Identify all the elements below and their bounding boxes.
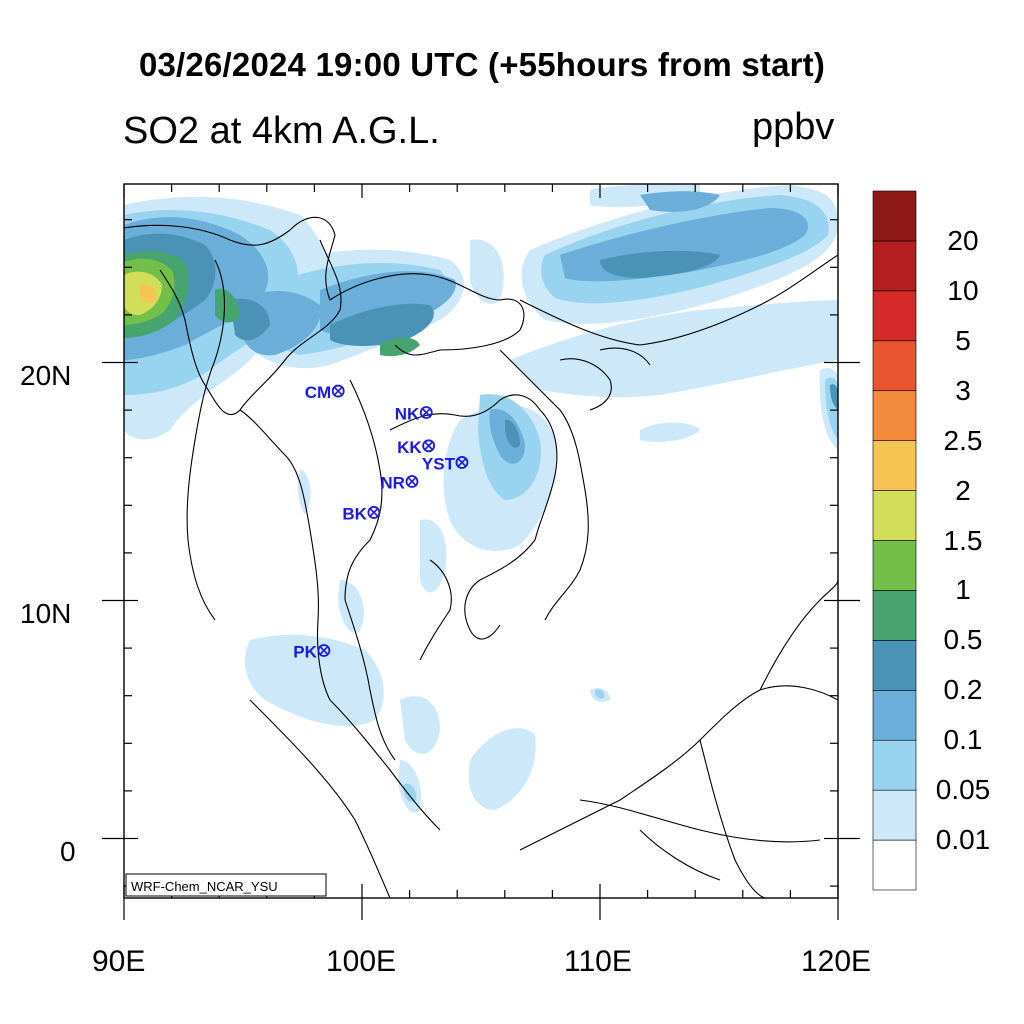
model-credit: WRF-Chem_NCAR_YSU bbox=[131, 879, 278, 894]
lat-label-10n: 10N bbox=[20, 598, 72, 629]
map-frame bbox=[123, 183, 839, 899]
lat-label-20n: 20N bbox=[20, 360, 72, 391]
colorbar-level-label: 1 bbox=[955, 574, 971, 606]
variable-subtitle: SO2 at 4km A.G.L. bbox=[123, 110, 440, 152]
colorbar-swatch bbox=[872, 340, 917, 392]
colorbar-swatch bbox=[872, 739, 917, 791]
colorbar-level-label: 2 bbox=[955, 474, 971, 506]
colorbar-swatch bbox=[872, 290, 917, 342]
station-cm: CM bbox=[305, 383, 345, 402]
colorbar-level-label: 0.2 bbox=[943, 674, 983, 706]
colorbar-swatch bbox=[872, 839, 917, 891]
station-label: PK bbox=[293, 642, 317, 661]
colorbar-swatch bbox=[872, 640, 917, 691]
colorbar-swatch bbox=[872, 689, 917, 741]
lon-label-90e: 90E bbox=[92, 945, 146, 978]
colorbar-level-label: 1.5 bbox=[943, 524, 983, 556]
station-label: CM bbox=[305, 383, 331, 402]
station-marker-icon bbox=[317, 644, 331, 657]
credit-box bbox=[125, 873, 327, 897]
colorbar-swatch bbox=[872, 390, 917, 441]
station-label: YST bbox=[422, 454, 456, 473]
station-label: KK bbox=[397, 438, 422, 457]
station-marker-icon bbox=[455, 456, 469, 469]
colorbar-level-label: 0.01 bbox=[935, 824, 991, 856]
colorbar-level-label: 0.1 bbox=[943, 724, 983, 756]
colorbar-swatch bbox=[872, 190, 917, 242]
colorbar-level-label: 2.5 bbox=[943, 424, 983, 456]
colorbar-swatch bbox=[872, 240, 917, 292]
colorbar-level-label: 3 bbox=[955, 374, 971, 406]
map-title: 03/26/2024 19:00 UTC (+55hours from star… bbox=[138, 46, 826, 83]
lat-label-0: 0 bbox=[60, 836, 76, 867]
colorbar-level-label: 5 bbox=[955, 324, 971, 356]
lon-label-120e: 120E bbox=[801, 945, 872, 978]
colorbar-swatch bbox=[872, 490, 917, 541]
colorbar-swatch bbox=[872, 540, 917, 591]
lon-label-110e: 110E bbox=[564, 945, 632, 978]
units-label: ppbv bbox=[752, 106, 835, 148]
colorbar-swatch bbox=[872, 440, 917, 491]
colorbar-level-label: 20 bbox=[947, 224, 979, 256]
station-kk: KK bbox=[397, 438, 436, 457]
station-marker-icon bbox=[405, 475, 419, 488]
colorbar-level-label: 0.05 bbox=[935, 774, 991, 806]
colorbar-swatch bbox=[872, 590, 917, 641]
station-label: NK bbox=[395, 404, 420, 423]
station-bk: BK bbox=[342, 504, 381, 523]
colorbar-swatch bbox=[872, 789, 917, 841]
so2-field bbox=[124, 184, 838, 813]
colorbar-level-label: 0.5 bbox=[943, 624, 983, 656]
station-marker-icon bbox=[422, 439, 436, 453]
station-nr: NR bbox=[380, 474, 419, 493]
station-marker-icon bbox=[331, 384, 345, 398]
coastlines bbox=[124, 216, 838, 898]
station-marker-icon bbox=[367, 506, 381, 519]
colorbar-level-label: 10 bbox=[947, 274, 979, 306]
station-yst: YST bbox=[422, 454, 469, 473]
station-marker-icon bbox=[419, 406, 433, 419]
station-label: NR bbox=[380, 474, 405, 493]
station-label: BK bbox=[342, 504, 367, 523]
station-pk: PK bbox=[293, 642, 331, 661]
station-nk: NK bbox=[395, 404, 433, 423]
colorbar bbox=[872, 190, 917, 891]
lon-label-100e: 100E bbox=[326, 945, 397, 978]
